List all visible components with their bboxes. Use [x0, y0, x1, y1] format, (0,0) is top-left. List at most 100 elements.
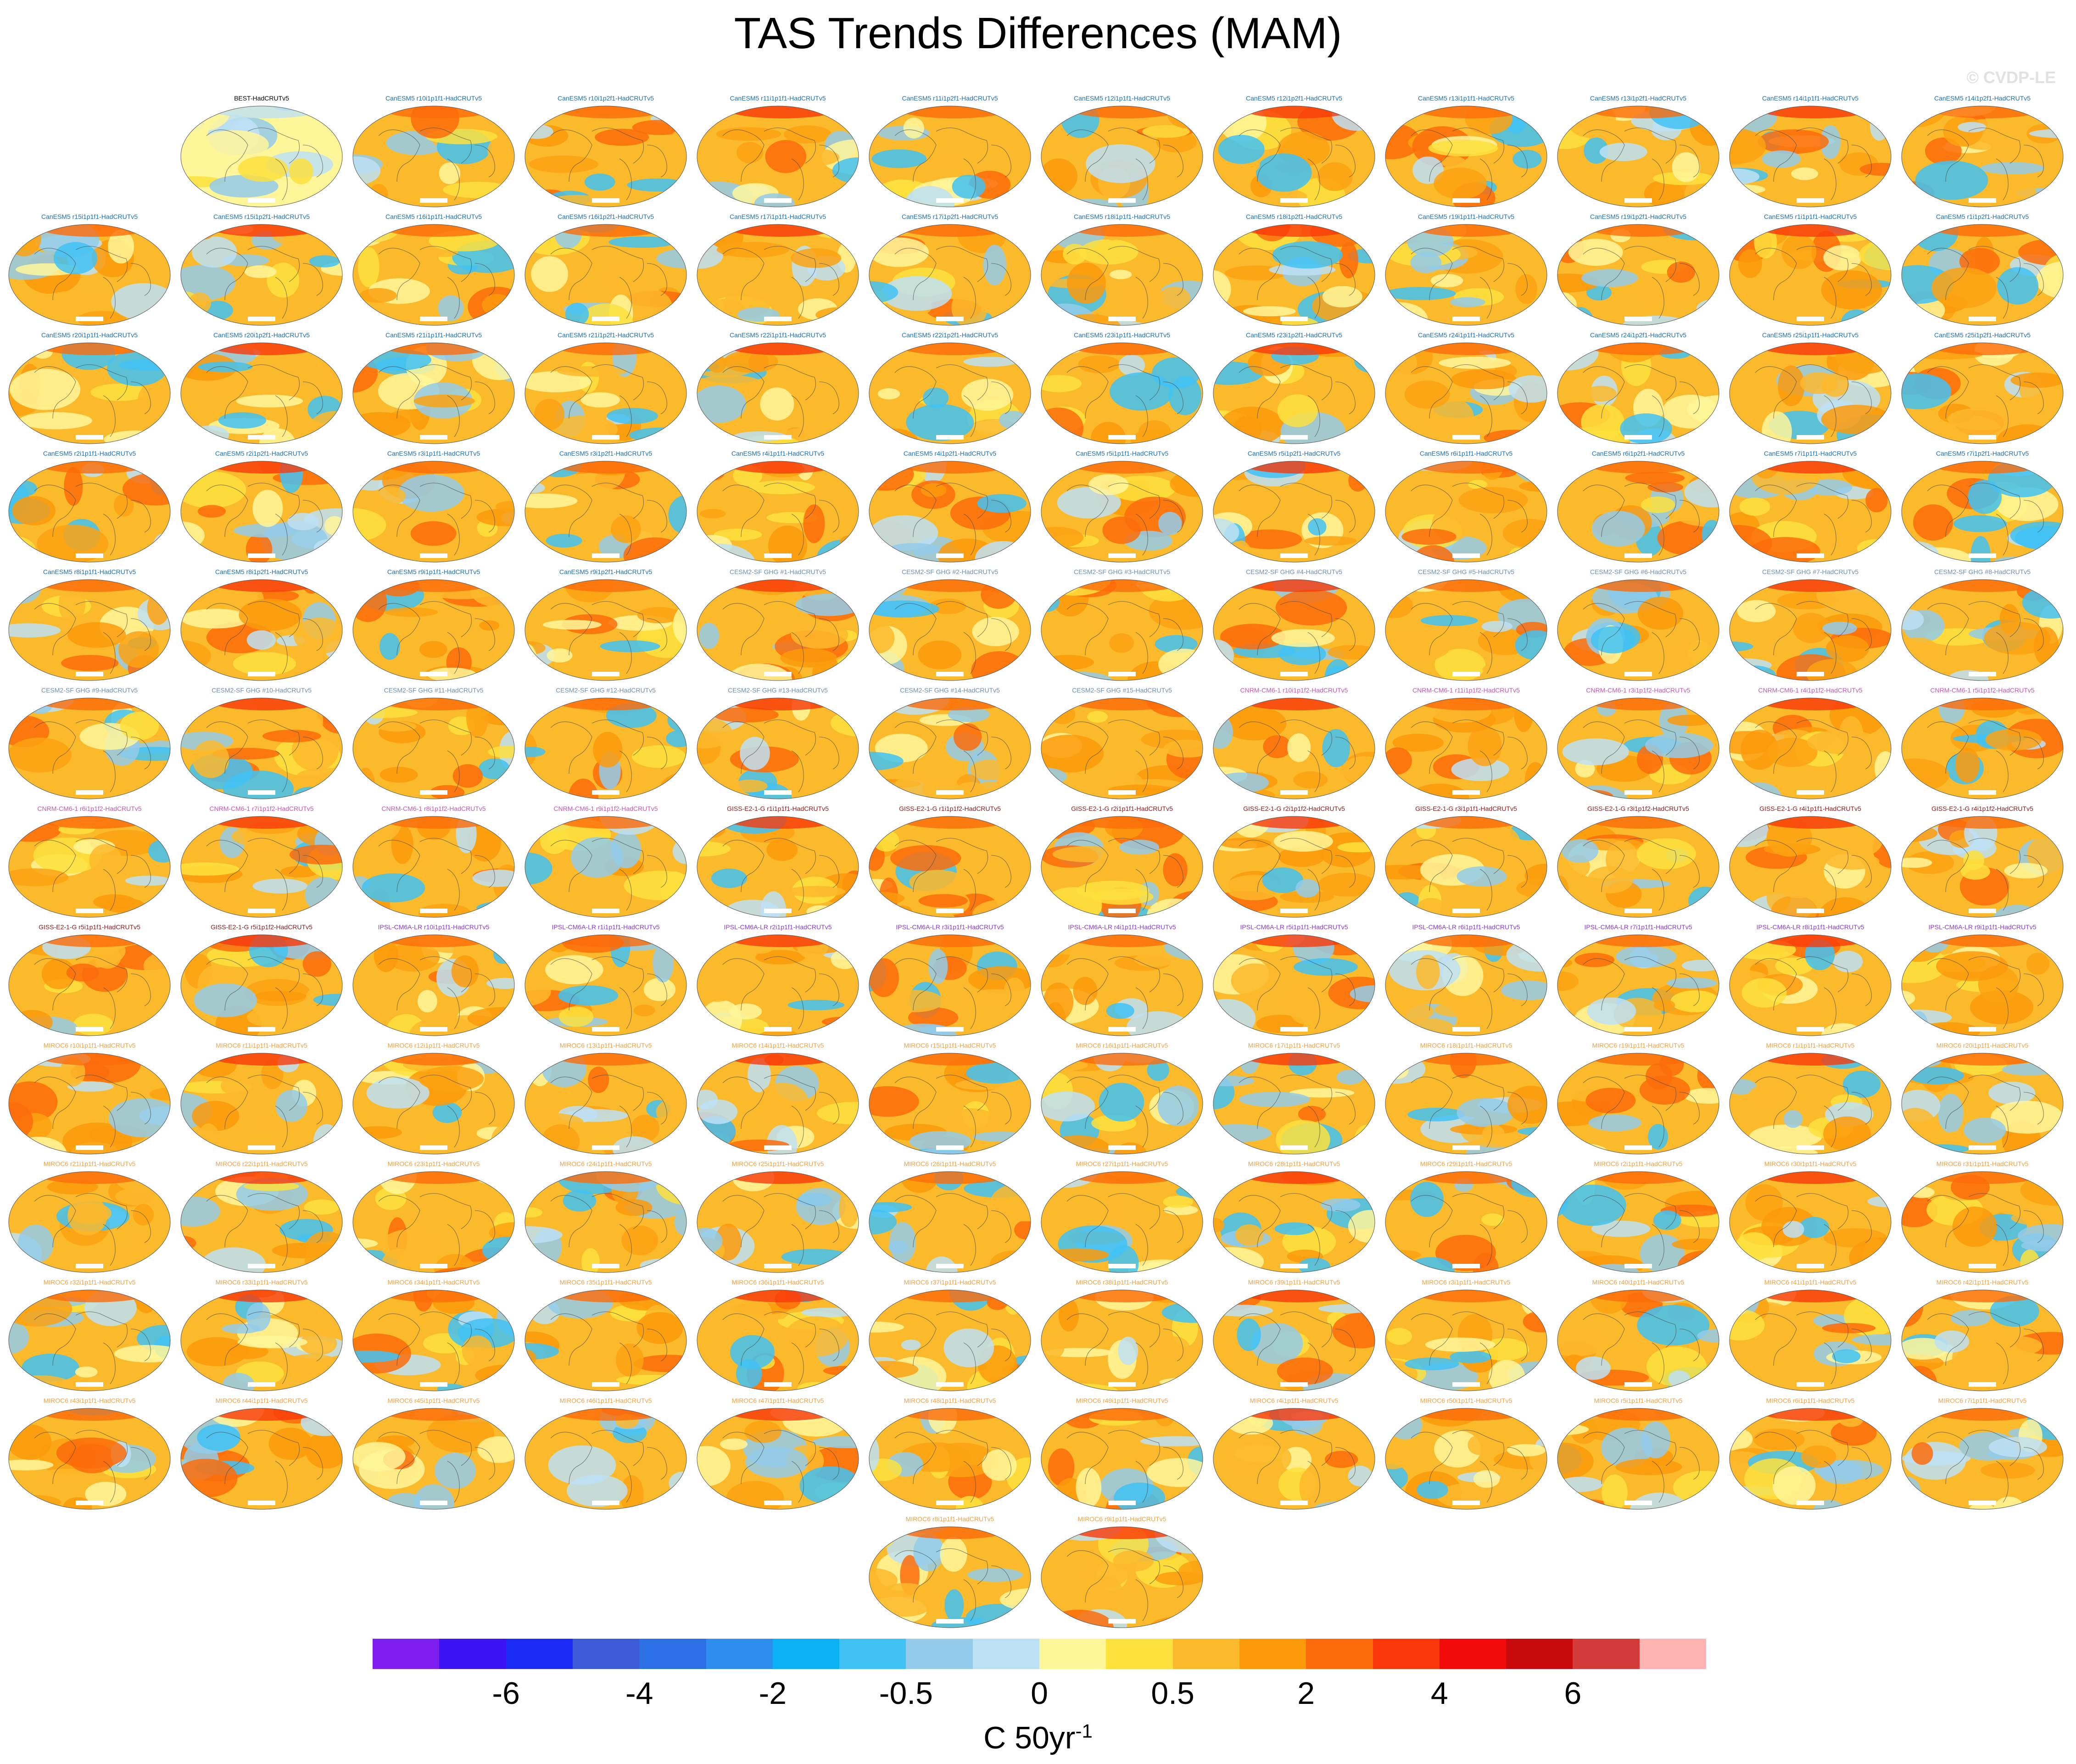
trend-anomaly-patch — [1087, 711, 1108, 723]
trend-anomaly-patch — [1304, 536, 1357, 546]
trend-anomaly-patch — [1389, 1290, 1408, 1300]
map-outline — [8, 816, 171, 918]
trend-anomaly-patch — [525, 1497, 546, 1509]
missing-data-region — [1624, 672, 1652, 676]
trend-anomaly-patch — [113, 494, 134, 517]
panel-label: MIROC6 r1i1p1f1-HadCRUTv5 — [1766, 1042, 1855, 1049]
trend-anomaly-patch — [62, 1122, 133, 1154]
arctic-trend-patch — [723, 1172, 842, 1184]
map-background — [697, 935, 859, 1036]
trend-anomaly-patch — [309, 255, 340, 268]
panel-label: CanESM5 r9i1p2f1-HadCRUTv5 — [559, 568, 653, 575]
trend-anomaly-patch — [9, 1495, 61, 1509]
trend-anomaly-patch — [1231, 963, 1279, 998]
missing-data-region — [936, 1382, 964, 1387]
trend-anomaly-patch — [1322, 729, 1350, 767]
map-panel: CanESM5 r22i1p1f1-HadCRUTv5 — [695, 331, 860, 453]
missing-data-region — [1280, 1027, 1308, 1032]
coastlines — [1583, 720, 1700, 793]
trend-anomaly-patch — [1163, 853, 1188, 887]
map-outline — [869, 816, 1031, 918]
trend-anomaly-patch — [1823, 1116, 1871, 1151]
world-map — [1213, 106, 1375, 207]
trend-anomaly-patch — [1237, 1318, 1261, 1351]
coastlines — [894, 720, 1011, 793]
trend-anomaly-patch — [1667, 715, 1711, 726]
coastlines — [722, 838, 839, 911]
coastlines — [1239, 1430, 1356, 1503]
trend-anomaly-patch — [1277, 1357, 1333, 1385]
map-panel: CanESM5 r19i1p1f1-HadCRUTv5 — [1384, 213, 1549, 335]
arctic-trend-patch — [1755, 106, 1875, 118]
trend-anomaly-patch — [64, 467, 83, 506]
trend-anomaly-patch — [302, 951, 331, 977]
coastlines — [550, 838, 667, 911]
missing-data-region — [1797, 790, 1824, 795]
trend-anomaly-patch — [362, 873, 425, 903]
missing-data-region — [1280, 790, 1308, 795]
trend-anomaly-patch — [157, 230, 170, 253]
trend-anomaly-patch — [636, 1312, 683, 1344]
trend-anomaly-patch — [1114, 1482, 1166, 1509]
arctic-trend-patch — [551, 106, 670, 118]
trend-anomaly-patch — [287, 513, 319, 530]
trend-anomaly-patch — [1511, 816, 1542, 828]
trend-anomaly-patch — [2043, 224, 2063, 234]
trend-anomaly-patch — [1647, 482, 1683, 492]
trend-anomaly-patch — [1041, 794, 1055, 799]
panel-label: CESM2-SF GHG #9-HadCRUTv5 — [41, 687, 138, 694]
map-outline — [1729, 816, 1892, 918]
map-panel: IPSL-CM6A-LR r4i1p1f1-HadCRUTv5 — [1039, 923, 1205, 1045]
trend-anomaly-patch — [1218, 134, 1265, 164]
missing-data-region — [1797, 1264, 1824, 1268]
trend-anomaly-patch — [697, 1446, 731, 1486]
coastlines — [206, 483, 323, 556]
panel-label: CESM2-SF GHG #11-HadCRUTv5 — [384, 687, 484, 694]
trend-anomaly-patch — [1066, 262, 1106, 304]
world-map — [8, 1290, 171, 1391]
arctic-trend-patch — [1067, 343, 1186, 355]
trend-anomaly-patch — [181, 608, 250, 629]
trend-anomaly-patch — [525, 651, 536, 681]
map-panel: CESM2-SF GHG #8-HadCRUTv5 — [1900, 568, 2065, 690]
map-outline — [1041, 698, 1203, 799]
trend-anomaly-patch — [548, 1417, 598, 1443]
trend-anomaly-patch — [1667, 977, 1717, 989]
trend-anomaly-patch — [1591, 511, 1645, 547]
arctic-trend-patch — [206, 816, 326, 829]
trend-anomaly-patch — [563, 1190, 597, 1212]
trend-anomaly-patch — [762, 731, 815, 742]
map-outline — [180, 1053, 343, 1155]
trend-anomaly-patch — [493, 945, 513, 964]
map-panel: CanESM5 r15i1p1f1-HadCRUTv5 — [7, 213, 172, 335]
trend-anomaly-patch — [627, 178, 686, 192]
trend-anomaly-patch — [1950, 1310, 1991, 1327]
missing-data-region — [1797, 1382, 1824, 1387]
map-panel: MIROC6 r45i1p1f1-HadCRUTv5 — [351, 1397, 516, 1518]
world-map — [1557, 579, 1719, 681]
arctic-trend-patch — [206, 1408, 326, 1421]
arctic-trend-patch — [1411, 698, 1530, 710]
trend-anomaly-patch — [426, 1414, 494, 1453]
map-panel: CanESM5 r12i1p2f1-HadCRUTv5 — [1211, 95, 1377, 216]
world-map — [525, 579, 687, 681]
trend-anomaly-patch — [313, 539, 342, 558]
map-panel: IPSL-CM6A-LR r3i1p1f1-HadCRUTv5 — [867, 923, 1032, 1045]
world-map — [525, 816, 687, 918]
trend-anomaly-patch — [1646, 1063, 1673, 1089]
missing-data-region — [1969, 672, 1996, 676]
missing-data-region — [592, 790, 619, 795]
arctic-trend-patch — [1067, 816, 1186, 829]
trend-anomaly-patch — [373, 486, 406, 505]
trend-anomaly-patch — [197, 505, 226, 518]
trend-anomaly-patch — [963, 357, 1017, 367]
trend-anomaly-patch — [944, 1589, 964, 1621]
panel-label: CanESM5 r22i1p2f1-HadCRUTv5 — [901, 331, 999, 339]
panel-label: MIROC6 r46i1p1f1-HadCRUTv5 — [559, 1397, 652, 1404]
colorbar-swatch — [839, 1639, 906, 1669]
missing-data-region — [1624, 553, 1652, 558]
trend-anomaly-patch — [1158, 512, 1182, 535]
arctic-trend-patch — [551, 698, 670, 710]
trend-anomaly-patch — [2020, 1250, 2040, 1273]
map-outline — [1901, 698, 2064, 799]
